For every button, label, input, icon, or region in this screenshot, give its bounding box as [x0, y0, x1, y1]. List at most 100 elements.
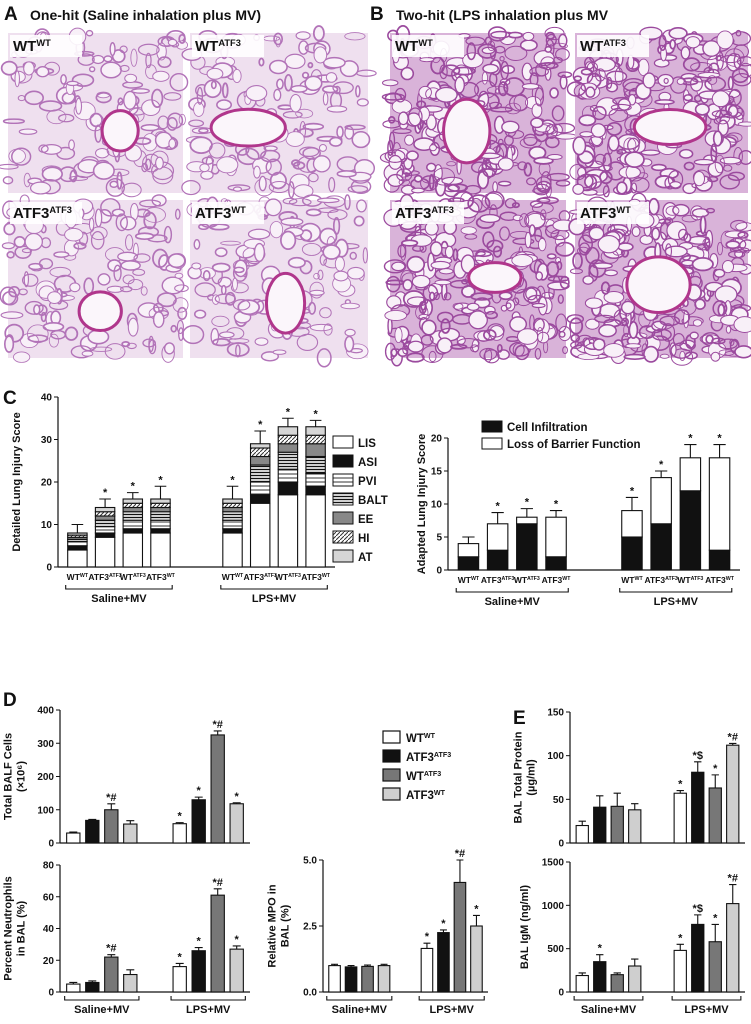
bar — [222, 532, 243, 568]
error-bar — [194, 947, 203, 951]
tissue-cell — [718, 338, 738, 350]
genotype-label: WTWT — [222, 572, 244, 582]
tissue-cell — [713, 268, 726, 278]
group-bracket — [65, 585, 173, 590]
bar — [210, 734, 225, 844]
tissue-cell — [178, 113, 186, 126]
tissue-cell — [396, 168, 413, 182]
significance-label: * — [678, 779, 683, 791]
bar — [172, 823, 187, 844]
genotype-base: ATF3 — [244, 572, 265, 582]
bar — [94, 526, 116, 534]
tissue-cell — [232, 299, 251, 311]
bar — [67, 540, 88, 547]
bar — [516, 516, 538, 525]
error-bar — [578, 820, 586, 826]
tissue-cell — [193, 309, 207, 319]
tissue-cell — [316, 197, 340, 204]
legend-swatch — [481, 420, 503, 433]
genotype-label: ATF3ATF3 — [481, 575, 514, 585]
tissue-cell — [121, 182, 142, 198]
tissue-cell — [578, 114, 597, 127]
y-tick-label: 10 — [41, 520, 53, 531]
tissue-cell — [481, 159, 492, 170]
error-bar — [676, 943, 684, 951]
tissue-cell — [109, 42, 116, 57]
tissue-cell — [738, 62, 751, 78]
group-label: Saline+MV — [91, 593, 147, 605]
tissue-cell — [143, 207, 166, 223]
tissue-cell — [384, 149, 406, 163]
tissue-cell — [497, 138, 504, 146]
tissue-cell — [430, 260, 451, 270]
group-bracket — [619, 588, 733, 593]
bar — [66, 832, 81, 844]
tissue-cell — [285, 131, 305, 147]
tissue-cell — [167, 253, 186, 269]
error-bar — [613, 972, 621, 975]
tissue-cell — [88, 217, 95, 231]
tissue-cell — [140, 286, 148, 296]
tissue-cell — [470, 344, 479, 353]
genotype-sup: ATF3 — [431, 205, 454, 215]
tissue-cell — [221, 82, 229, 99]
error-bar — [631, 958, 639, 966]
tissue-cell — [549, 87, 559, 99]
bar — [150, 528, 171, 534]
tissue-cell — [691, 257, 714, 272]
tissue-cell — [714, 285, 738, 304]
bar — [222, 511, 243, 521]
micrograph — [181, 194, 369, 368]
error-bar — [694, 914, 702, 925]
bar — [277, 468, 299, 483]
tissue-cell — [106, 285, 124, 293]
genotype-base: ATF3 — [406, 752, 434, 764]
bar — [277, 451, 299, 470]
group-bracket — [418, 996, 485, 1001]
genotype-label: WTATF3 — [275, 572, 301, 582]
tissue-cell — [481, 71, 488, 85]
bar — [222, 498, 243, 504]
tissue-cell — [663, 77, 669, 84]
significance-label: * — [688, 433, 693, 445]
tissue-cell — [545, 123, 558, 139]
tissue-cell — [287, 256, 306, 269]
tissue-cell — [272, 349, 287, 355]
tissue-cell — [308, 301, 317, 315]
tissue-cell — [175, 40, 189, 50]
tissue-cell — [734, 345, 751, 359]
tissue-cell — [597, 235, 620, 254]
tissue-cell — [572, 136, 587, 156]
tissue-cell — [273, 32, 284, 46]
y-tick-label: 10 — [431, 500, 443, 511]
tissue-cell — [268, 59, 288, 75]
genotype-base: WT — [621, 575, 635, 585]
bar — [222, 502, 243, 509]
tissue-cell — [529, 66, 549, 77]
group-bracket — [64, 996, 140, 1001]
tissue-cell — [434, 86, 458, 103]
significance-label: * — [554, 499, 559, 511]
error-bar — [347, 965, 355, 967]
tissue-cell — [247, 228, 271, 240]
error-bar — [380, 963, 388, 966]
tissue-cell — [719, 156, 742, 165]
tissue-cell — [710, 351, 721, 362]
tissue-cell — [428, 350, 437, 363]
tissue-cell — [181, 324, 205, 345]
significance-label: * — [103, 487, 108, 499]
tissue-cell — [202, 270, 211, 282]
tissue-cell — [1, 242, 15, 250]
tissue-cell — [21, 248, 33, 254]
tissue-cell — [356, 98, 369, 107]
tissue-cell — [134, 232, 155, 241]
tissue-cell — [426, 162, 437, 172]
tissue-cell — [312, 155, 331, 173]
tissue-cell — [265, 158, 282, 176]
y-tick-label: 0 — [436, 566, 442, 577]
tissue-cell — [404, 134, 415, 146]
tissue-cell — [355, 85, 361, 98]
bar — [249, 481, 271, 496]
tissue-cell — [616, 148, 627, 155]
